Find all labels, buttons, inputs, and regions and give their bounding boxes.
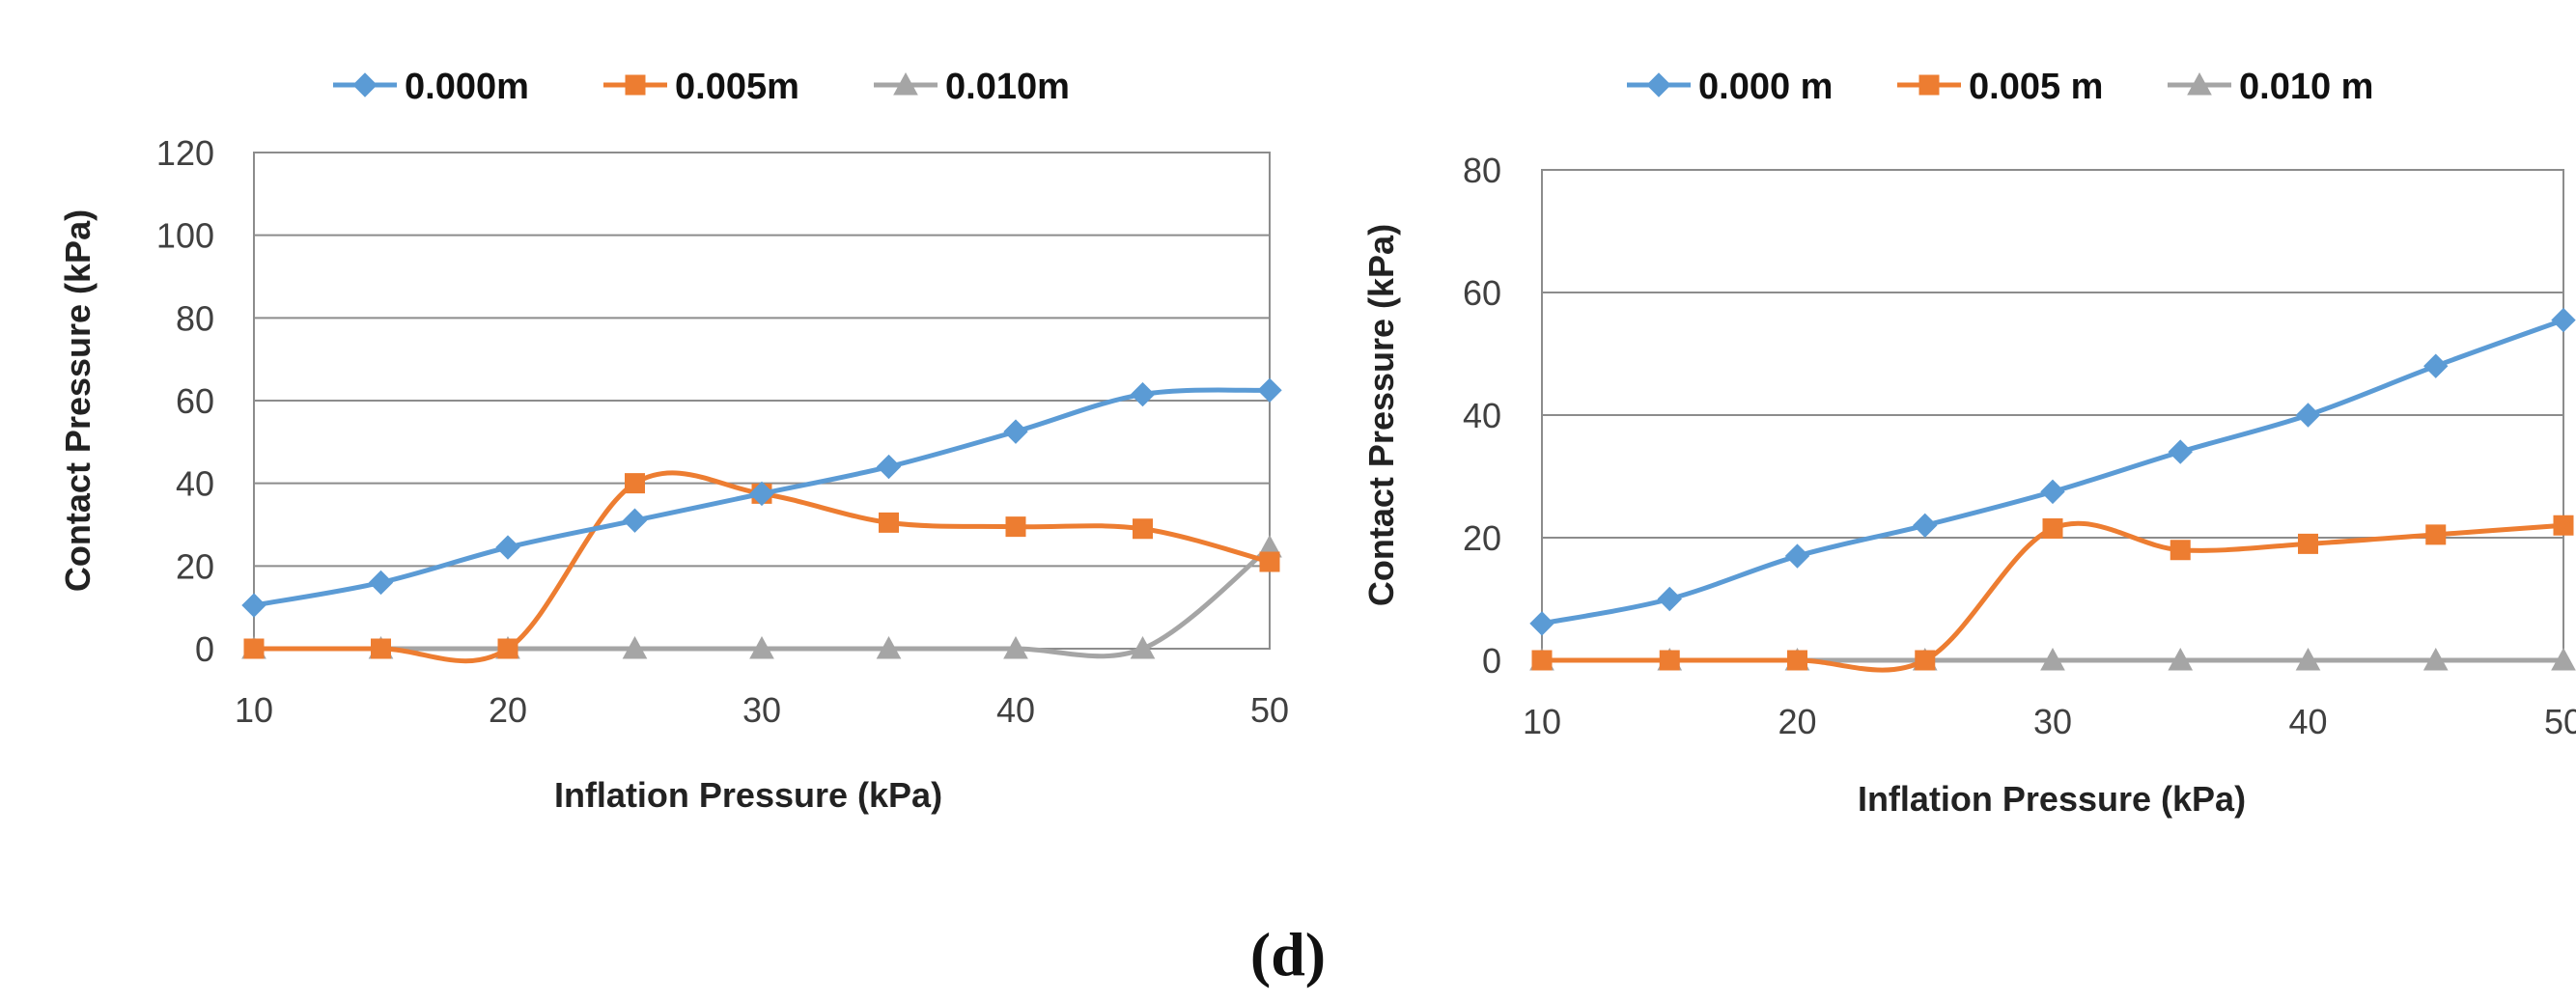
legend-label: 0.000m [405, 67, 529, 107]
data-point [497, 638, 518, 659]
legend-label: 0.000 m [1698, 67, 1833, 107]
legend-label: 0.005m [675, 67, 799, 107]
data-point [1003, 635, 1028, 659]
y-tick-label: 60 [176, 381, 214, 421]
y-tick-label: 20 [1463, 518, 1501, 558]
x-tick-label: 50 [1250, 690, 1289, 730]
x-axis-title: Inflation Pressure (kPa) [1858, 779, 2246, 819]
data-point [1005, 516, 1026, 538]
data-point [1915, 650, 1936, 671]
data-point [2295, 647, 2321, 671]
chart-right: 0 20 40 60 80 10 20 30 40 50 Inflation Pressure (k… [1361, 67, 2576, 819]
x-tick-label: 50 [2544, 702, 2576, 741]
y-tick-label: 0 [1482, 641, 1501, 681]
data-point [2295, 403, 2321, 428]
data-point [1659, 650, 1680, 671]
x-tick-label: 20 [489, 690, 527, 730]
y-tick-label: 20 [176, 546, 214, 586]
data-point [368, 570, 394, 596]
x-tick-label: 20 [1778, 702, 1816, 741]
x-tick-label: 30 [742, 690, 781, 730]
data-point [2170, 540, 2191, 561]
legend-label: 0.010 m [2239, 67, 2373, 107]
data-point [1130, 635, 1156, 659]
y-tick-label: 120 [156, 133, 214, 173]
x-tick-label: 10 [235, 690, 273, 730]
data-point [2298, 533, 2318, 554]
data-point [749, 635, 774, 659]
data-point [1784, 543, 1810, 569]
data-point [1133, 518, 1153, 540]
data-point [371, 638, 391, 659]
y-tick-label: 40 [1463, 396, 1501, 435]
data-point [2422, 647, 2449, 671]
data-point [749, 481, 774, 507]
data-point [1257, 377, 1282, 403]
y-axis-title: Contact Pressure (kPa) [58, 209, 98, 592]
data-point [622, 508, 648, 533]
y-tick-label: 100 [156, 216, 214, 256]
legend-marker [2187, 71, 2212, 96]
x-tick-label: 10 [1523, 702, 1561, 741]
data-point [2551, 307, 2576, 333]
legend-marker [352, 72, 378, 97]
data-point [625, 473, 645, 494]
y-tick-label: 40 [176, 464, 214, 504]
y-tick-label: 80 [1463, 151, 1501, 190]
data-point [1529, 611, 1554, 636]
data-point [495, 535, 520, 560]
y-tick-label: 80 [176, 298, 214, 338]
data-point [2168, 439, 2193, 464]
x-axis-title: Inflation Pressure (kPa) [554, 775, 942, 815]
legend-marker [893, 71, 918, 96]
y-axis-title: Contact Pressure (kPa) [1361, 224, 1401, 606]
legend-marker [625, 74, 646, 96]
data-point [2423, 353, 2449, 378]
data-point [2425, 524, 2447, 545]
data-point [1531, 650, 1553, 671]
y-tick-label: 0 [195, 629, 214, 669]
data-point [241, 593, 266, 618]
figure-caption: (d) [1250, 920, 1326, 988]
legend-label: 0.005 m [1969, 67, 2103, 107]
data-point [876, 454, 902, 480]
data-point [2042, 517, 2063, 539]
data-point [622, 635, 648, 659]
chart-left: 0 20 40 60 80 100 120 10 20 30 40 50 Inflation Press… [58, 67, 1289, 815]
data-point [879, 512, 899, 533]
data-point [2168, 647, 2194, 671]
legend-label: 0.010m [945, 67, 1070, 107]
x-tick-label: 40 [996, 690, 1035, 730]
data-point [1259, 551, 1280, 572]
x-tick-label: 30 [2033, 702, 2072, 741]
series-line [254, 470, 1271, 664]
y-tick-label: 60 [1463, 273, 1501, 313]
data-point [1913, 513, 1938, 539]
legend-marker [1918, 74, 1940, 96]
data-point [2040, 647, 2065, 671]
data-point [876, 635, 902, 659]
data-point [243, 638, 265, 659]
data-point [1787, 650, 1807, 671]
data-point [2551, 647, 2576, 671]
data-point [1130, 381, 1156, 407]
legend-marker [1646, 72, 1671, 97]
data-point [2040, 479, 2065, 505]
data-point [1657, 586, 1682, 612]
data-point [1003, 419, 1028, 444]
data-point [2553, 515, 2574, 536]
x-tick-label: 40 [2288, 702, 2327, 741]
